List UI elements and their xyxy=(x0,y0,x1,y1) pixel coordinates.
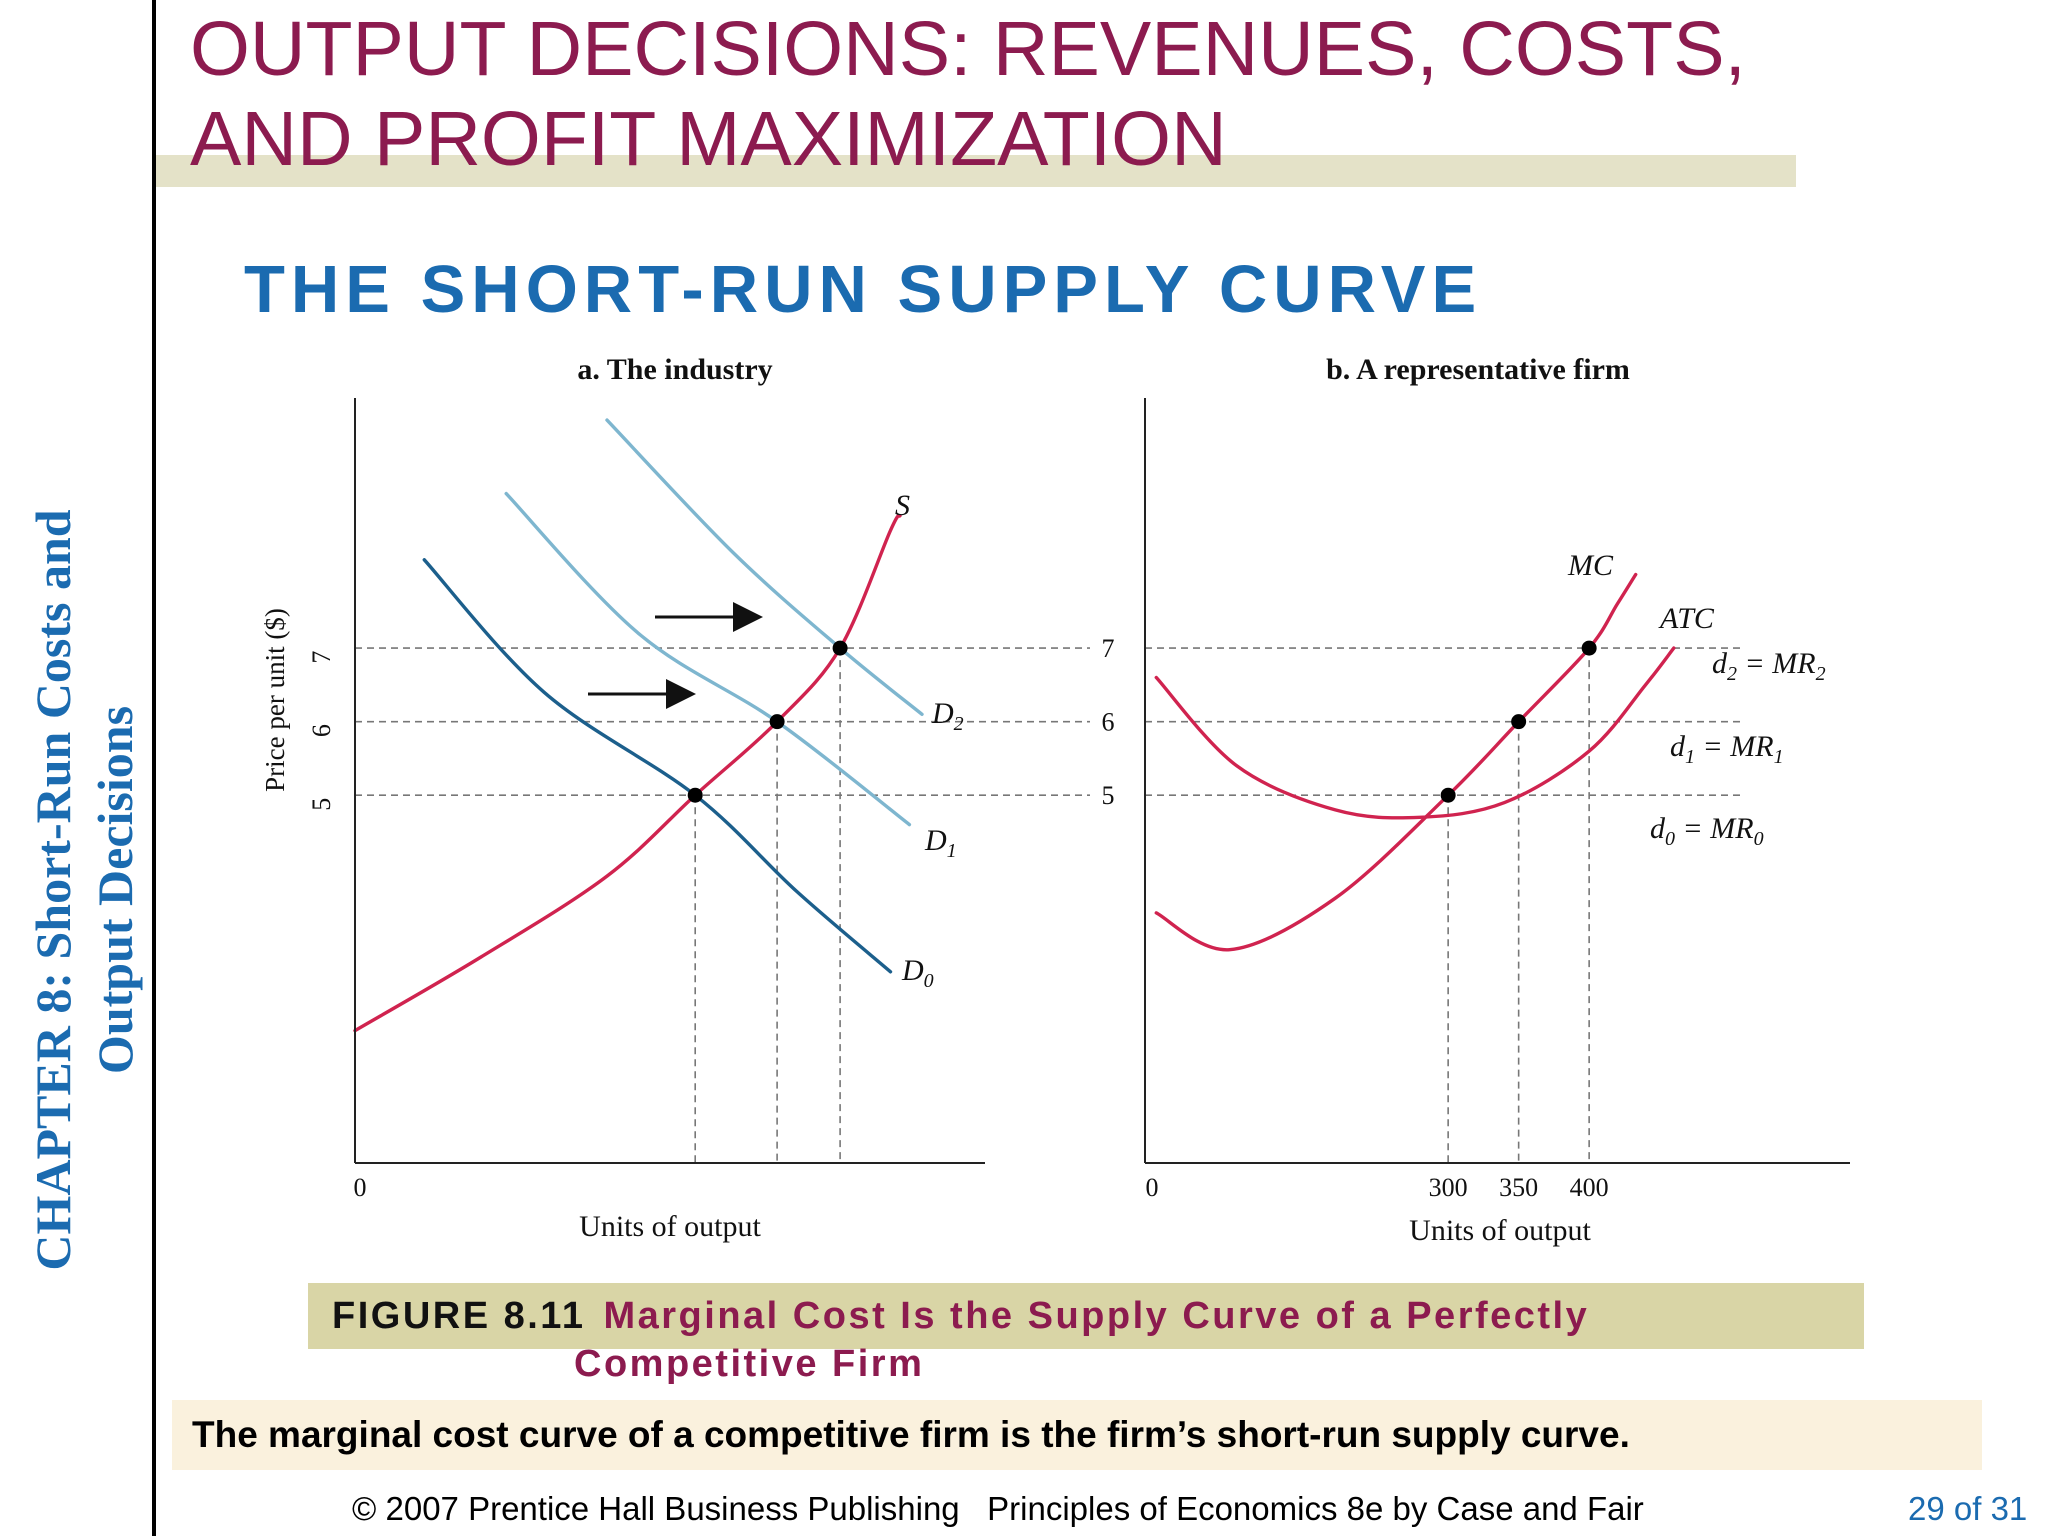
equilibrium-point xyxy=(769,714,785,730)
x-tick-label: 400 xyxy=(1570,1173,1609,1202)
slide-title: OUTPUT DECISIONS: REVENUES, COSTS, AND P… xyxy=(190,6,1746,182)
x-tick-label: 300 xyxy=(1429,1173,1468,1202)
figure-8-11: a. The industry Price per unit ($) Units… xyxy=(260,353,1850,1247)
label-d1: D1 xyxy=(924,824,957,862)
figure-caption-line1: Marginal Cost Is the Supply Curve of a P… xyxy=(603,1295,1590,1337)
copyright-footer: © 2007 Prentice Hall Business Publishing… xyxy=(352,1490,1644,1527)
equilibrium-point xyxy=(687,787,703,803)
figure-number: FIGURE 8.11 xyxy=(332,1295,586,1337)
y-tick-label: 7 xyxy=(1102,634,1115,663)
panel-b-title: b. A representative firm xyxy=(1326,353,1630,386)
label-d2-mr2: d2 = MR2 xyxy=(1712,647,1826,685)
y-tick-label: 5 xyxy=(1102,781,1115,810)
panel-industry: a. The industry Price per unit ($) Units… xyxy=(260,353,1090,1243)
y-tick-label: 6 xyxy=(1102,708,1115,737)
panel-b-origin-label: 0 xyxy=(1146,1173,1159,1202)
panel-a-title: a. The industry xyxy=(577,353,772,386)
figure-caption-band xyxy=(308,1283,1864,1349)
y-tick-label: 7 xyxy=(307,651,336,664)
title-underline-band xyxy=(156,155,1796,187)
slide-left-rule xyxy=(152,0,156,1536)
figure-caption: FIGURE 8.11 Marginal Cost Is the Supply C… xyxy=(332,1292,1732,1388)
curve-mc xyxy=(1154,572,1638,952)
y-tick-label: 6 xyxy=(307,724,336,737)
slide-subtitle: THE SHORT-RUN SUPPLY CURVE xyxy=(244,252,1483,327)
figure-caption-line2: Competitive Firm xyxy=(574,1343,925,1385)
equilibrium-point xyxy=(1581,640,1597,656)
label-atc: ATC xyxy=(1658,602,1715,635)
curve-s xyxy=(353,513,902,1033)
page-number: 29 of 31 xyxy=(1908,1490,2028,1527)
panel-a-origin-label: 0 xyxy=(354,1173,367,1202)
label-d2: D2 xyxy=(931,697,964,735)
y-tick-label: 5 xyxy=(307,798,336,811)
label-d0-mr0: d0 = MR0 xyxy=(1650,812,1764,850)
curve-d0 xyxy=(422,558,893,974)
label-s: S xyxy=(895,489,910,522)
curve-atc xyxy=(1154,646,1676,820)
note-band xyxy=(172,1400,1982,1470)
curve-d1 xyxy=(504,491,912,827)
x-tick-label: 350 xyxy=(1499,1173,1538,1202)
equilibrium-point xyxy=(832,640,848,656)
label-mc: MC xyxy=(1567,549,1614,582)
panel-a-y-axis-label: Price per unit ($) xyxy=(260,608,290,792)
label-d1-mr1: d1 = MR1 xyxy=(1670,730,1784,768)
panel-b-x-axis-label: Units of output xyxy=(1409,1214,1591,1247)
curve-d2 xyxy=(605,418,924,716)
label-d0: D0 xyxy=(901,954,934,992)
panel-a-x-axis-label: Units of output xyxy=(579,1210,761,1243)
equilibrium-point xyxy=(1440,787,1456,803)
equilibrium-point xyxy=(1511,714,1527,730)
summary-note: The marginal cost curve of a competitive… xyxy=(192,1414,1630,1455)
panel-firm: b. A representative firm Units of output… xyxy=(1102,353,1850,1247)
